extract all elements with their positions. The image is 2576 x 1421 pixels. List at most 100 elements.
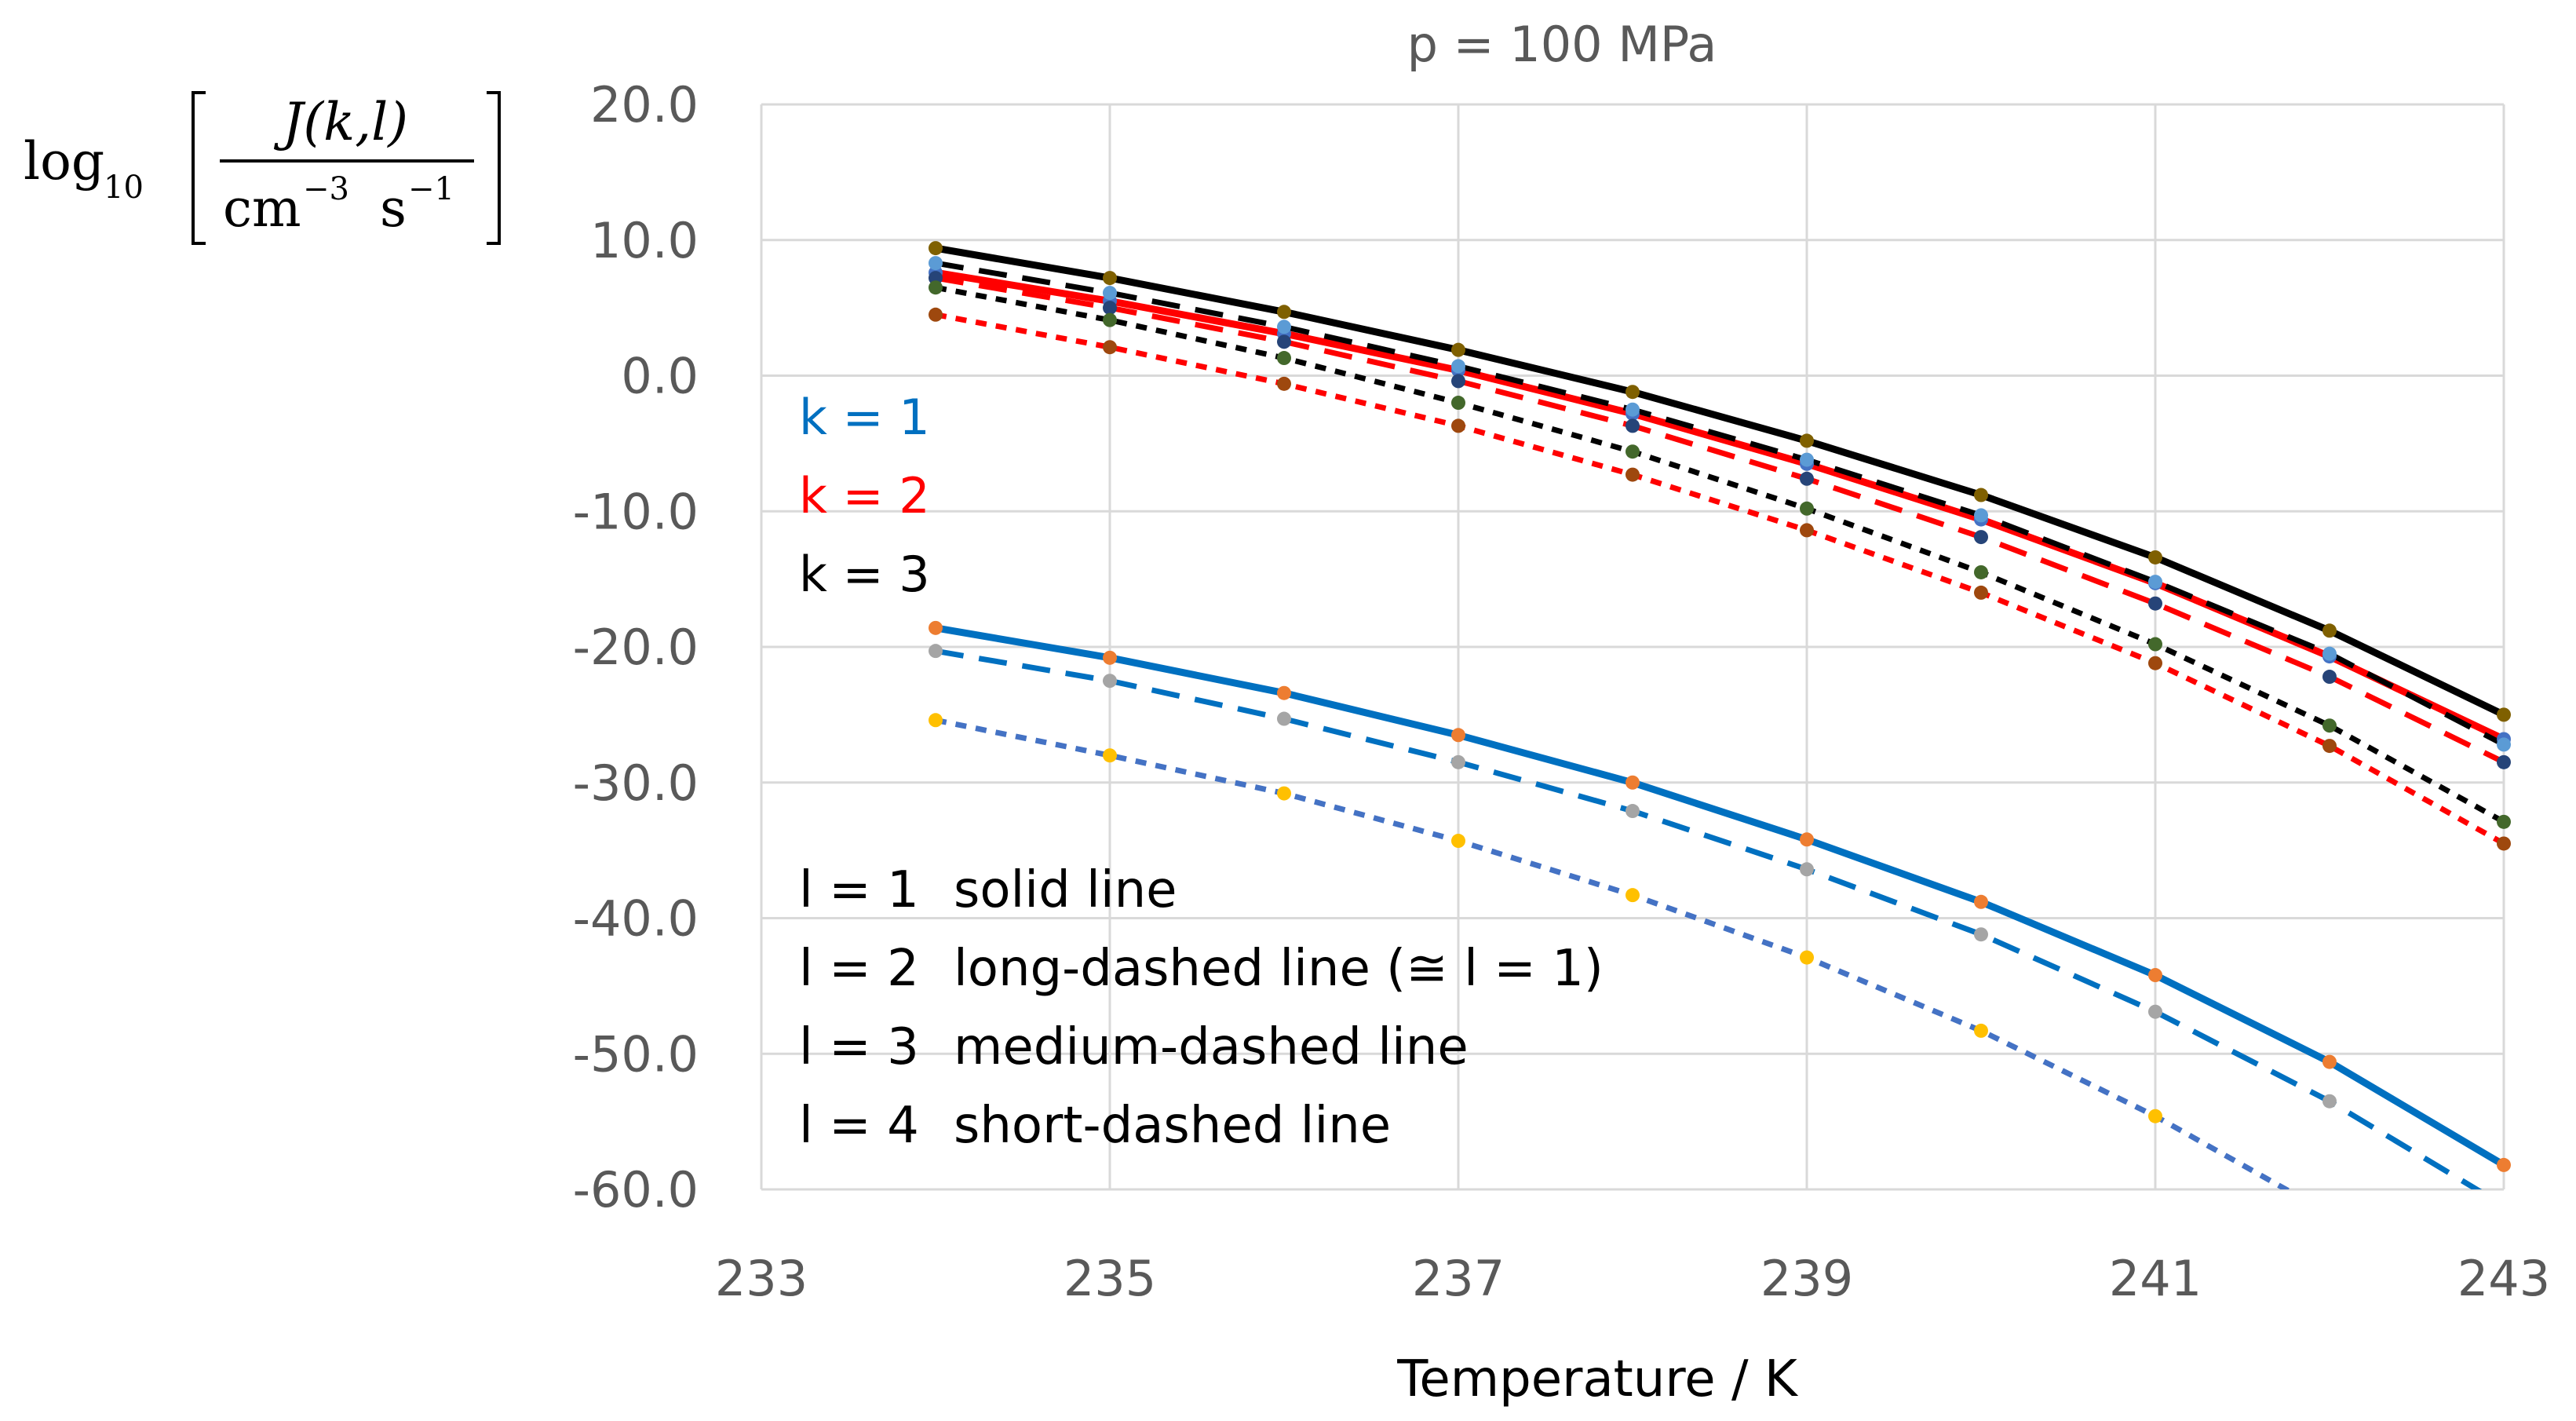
data-point bbox=[1800, 950, 1814, 965]
l-legend: l = 1 solid line l = 2 long-dashed line (≅ … bbox=[799, 861, 1604, 1155]
k-legend: k = 1 k = 2 k = 3 bbox=[799, 389, 930, 603]
data-point bbox=[1626, 804, 1640, 819]
data-point bbox=[2322, 623, 2337, 638]
data-point bbox=[1451, 728, 1465, 743]
y-tick-label: 20.0 bbox=[590, 76, 699, 133]
data-point bbox=[929, 280, 943, 295]
series-line-k3-l1 bbox=[935, 244, 2505, 718]
data-point bbox=[1974, 894, 1988, 909]
chart-title: p = 100 MPa bbox=[1407, 16, 1717, 73]
y-axis-label: log 10 J(k,l) cm −3 s −1 bbox=[24, 91, 501, 245]
data-point bbox=[2322, 646, 2337, 661]
data-point bbox=[929, 713, 943, 728]
k-legend-entry: k = 2 bbox=[799, 467, 930, 524]
data-point bbox=[1800, 862, 1814, 877]
y-label-unit-cm: cm bbox=[223, 178, 301, 239]
data-point bbox=[2148, 968, 2162, 983]
data-point bbox=[1451, 359, 1465, 374]
y-tick-labels: 20.0 10.0 0.0 -10.0 -20.0 -30.0 -40.0 -50.0 -60.… bbox=[573, 76, 699, 1218]
y-tick-label: -60.0 bbox=[573, 1161, 699, 1218]
data-point bbox=[1974, 508, 1988, 523]
data-point bbox=[1974, 1023, 1988, 1038]
data-point bbox=[1800, 832, 1814, 847]
data-point bbox=[1103, 650, 1117, 665]
data-point bbox=[929, 620, 943, 635]
data-point bbox=[1974, 530, 1988, 545]
data-point bbox=[2497, 814, 2511, 829]
data-point bbox=[1277, 320, 1291, 334]
data-point bbox=[1974, 927, 1988, 942]
series-line-k1-l2 bbox=[935, 648, 2483, 1189]
data-point bbox=[1451, 374, 1465, 389]
data-point bbox=[1974, 564, 1988, 579]
data-point bbox=[1103, 748, 1117, 763]
data-point bbox=[2497, 707, 2511, 722]
l-legend-value: l = 3 bbox=[799, 1018, 919, 1076]
l-legend-desc: solid line bbox=[954, 861, 1177, 919]
data-point bbox=[1277, 786, 1291, 801]
y-label-right-bracket bbox=[487, 91, 501, 245]
y-label-log: log bbox=[24, 131, 104, 192]
data-point bbox=[1277, 376, 1291, 391]
data-point bbox=[2497, 737, 2511, 752]
y-label-left-bracket bbox=[192, 91, 206, 245]
data-point bbox=[1103, 271, 1117, 286]
l-legend-desc: long-dashed line (≅ l = 1) bbox=[954, 940, 1604, 998]
data-point bbox=[2322, 718, 2337, 733]
data-point bbox=[2148, 1004, 2162, 1019]
data-point bbox=[2497, 1318, 2511, 1332]
data-point bbox=[1451, 754, 1465, 769]
x-axis-title: Temperature / K bbox=[1396, 1350, 1799, 1408]
y-tick-label: 10.0 bbox=[590, 212, 699, 269]
data-point bbox=[1974, 585, 1988, 600]
data-point bbox=[1103, 674, 1117, 689]
y-label-exp-cm: −3 bbox=[303, 171, 349, 207]
y-tick-label: -30.0 bbox=[573, 754, 699, 812]
series-line-k3-l2 bbox=[935, 260, 2505, 747]
x-tick-label: 235 bbox=[1064, 1250, 1156, 1307]
y-label-unit-s: s bbox=[380, 178, 407, 239]
x-tick-label: 239 bbox=[1761, 1250, 1853, 1307]
data-point bbox=[1103, 286, 1117, 301]
data-point bbox=[1800, 501, 1814, 516]
data-point bbox=[1451, 396, 1465, 411]
l-legend-value: l = 4 bbox=[799, 1097, 919, 1155]
data-point bbox=[1626, 775, 1640, 790]
data-point bbox=[1626, 418, 1640, 433]
data-point bbox=[1451, 834, 1465, 849]
data-point bbox=[1800, 523, 1814, 538]
data-point bbox=[2497, 836, 2511, 851]
data-point bbox=[929, 644, 943, 659]
data-point bbox=[2322, 739, 2337, 754]
data-point bbox=[1626, 467, 1640, 482]
data-point bbox=[2322, 1054, 2337, 1069]
series-line-k2-l2 bbox=[935, 275, 2505, 765]
data-point bbox=[1626, 444, 1640, 459]
data-point bbox=[2322, 670, 2337, 685]
x-tick-label: 243 bbox=[2457, 1250, 2550, 1307]
data-point bbox=[2497, 1157, 2511, 1172]
k-legend-entry: k = 1 bbox=[799, 389, 930, 446]
x-tick-label: 241 bbox=[2109, 1250, 2202, 1307]
k-legend-entry: k = 3 bbox=[799, 546, 930, 603]
x-tick-label: 233 bbox=[715, 1250, 808, 1307]
y-tick-label: -20.0 bbox=[573, 619, 699, 676]
data-point bbox=[1451, 418, 1465, 433]
x-tick-labels: 233 235 237 239 241 243 bbox=[715, 1250, 2550, 1307]
series-line-k1-l3 bbox=[935, 717, 2292, 1189]
x-tick-label: 237 bbox=[1412, 1250, 1505, 1307]
y-label-exp-s: −1 bbox=[408, 171, 454, 207]
data-point bbox=[1451, 342, 1465, 357]
series-line-k3-l3 bbox=[935, 284, 2505, 824]
data-point bbox=[1800, 452, 1814, 467]
l-legend-desc: medium-dashed line bbox=[954, 1018, 1469, 1076]
data-point bbox=[929, 241, 943, 256]
data-point bbox=[1626, 402, 1640, 417]
data-point bbox=[2148, 1109, 2162, 1123]
data-point bbox=[1277, 351, 1291, 366]
data-point bbox=[1626, 888, 1640, 903]
l-legend-value: l = 1 bbox=[799, 861, 919, 919]
data-point bbox=[2148, 575, 2162, 590]
data-point bbox=[1103, 301, 1117, 316]
